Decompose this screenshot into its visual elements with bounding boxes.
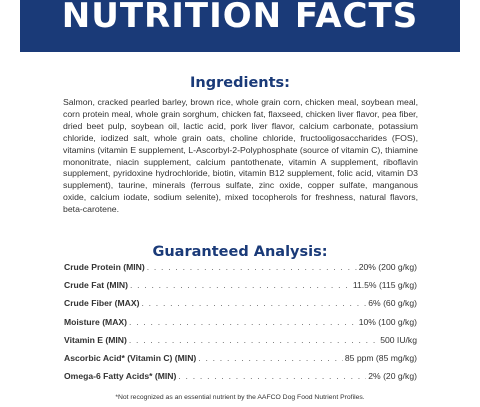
row-value: 6% (60 g/kg) <box>368 298 417 309</box>
analysis-row-crude-fat: Crude Fat (MIN) 11.5% (115 g/kg) <box>64 280 417 298</box>
row-value: 10% (100 g/kg) <box>358 316 417 327</box>
analysis-row-moisture: Moisture (MAX) 10% (100 g/kg) <box>64 317 417 335</box>
row-value: 11.5% (115 g/kg) <box>352 280 417 291</box>
ingredients-text: Salmon, cracked pearled barley, brown ri… <box>63 97 418 215</box>
row-label: Omega-6 Fatty Acids* (MIN) <box>64 371 177 382</box>
ingredients-heading: Ingredients: <box>190 75 290 91</box>
dot-leader <box>130 280 351 290</box>
analysis-row-vitamin-e: Vitamin E (MIN) 500 IU/kg <box>64 335 417 353</box>
analysis-row-crude-protein: Crude Protein (MIN) 20% (200 g/kg) <box>64 262 417 280</box>
row-value: 85 ppm (85 mg/kg) <box>344 352 417 363</box>
row-label: Vitamin E (MIN) <box>64 334 127 345</box>
guaranteed-analysis-heading: Guaranteed Analysis: <box>152 244 328 260</box>
analysis-row-omega-6: Omega-6 Fatty Acids* (MIN) 2% (20 g/kg) <box>64 371 417 389</box>
dot-leader <box>178 371 366 381</box>
analysis-row-crude-fiber: Crude Fiber (MAX) 6% (60 g/kg) <box>64 298 417 316</box>
dot-leader <box>129 317 357 327</box>
dot-leader <box>198 353 343 363</box>
row-value: 20% (200 g/kg) <box>358 262 417 272</box>
row-label: Crude Protein (MIN) <box>64 262 145 272</box>
row-label: Crude Fiber (MAX) <box>64 298 140 309</box>
dot-leader <box>129 335 378 345</box>
row-label: Ascorbic Acid* (Vitamin C) (MIN) <box>64 352 197 363</box>
guaranteed-analysis-table: Crude Protein (MIN) 20% (200 g/kg) Crude… <box>64 262 417 389</box>
analysis-row-ascorbic-acid: Ascorbic Acid* (Vitamin C) (MIN) 85 ppm … <box>64 353 417 371</box>
row-value: 2% (20 g/kg) <box>368 371 417 382</box>
row-label: Moisture (MAX) <box>64 316 128 327</box>
nutrition-facts-banner: NUTRITION FACTS <box>20 0 460 52</box>
dot-leader <box>141 298 366 308</box>
footnote: *Not recognized as an essential nutrient… <box>115 394 365 401</box>
dot-leader <box>147 262 357 272</box>
row-value: 500 IU/kg <box>380 334 417 345</box>
banner-title: NUTRITION FACTS <box>61 0 419 36</box>
row-label: Crude Fat (MIN) <box>64 280 128 291</box>
